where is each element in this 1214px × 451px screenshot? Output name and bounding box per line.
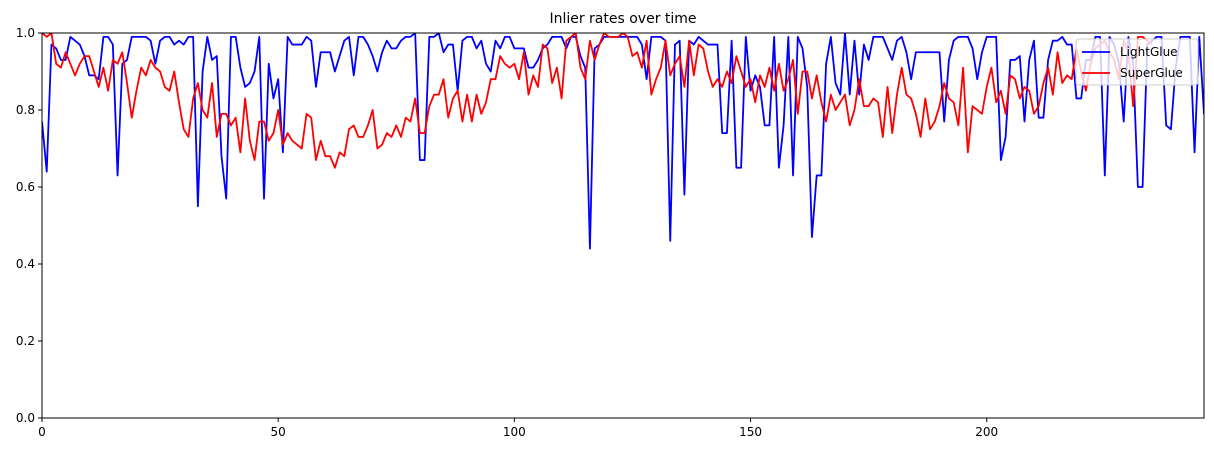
y-tick-label: 0.2 [16, 334, 35, 348]
x-axis: 0 50 100 150 200 [38, 418, 998, 439]
x-tick-label: 150 [739, 425, 762, 439]
legend-label-superglue: SuperGlue [1120, 66, 1183, 80]
x-tick-label: 50 [271, 425, 286, 439]
x-tick-label: 100 [503, 425, 526, 439]
y-tick-label: 0.8 [16, 103, 35, 117]
y-tick-label: 1.0 [16, 26, 35, 40]
y-tick-label: 0.4 [16, 257, 35, 271]
legend: LightGlue SuperGlue [1075, 38, 1199, 86]
y-axis: 0.0 0.2 0.4 0.6 0.8 1.0 [16, 26, 42, 425]
y-tick-label: 0.0 [16, 411, 35, 425]
plot-frame [41, 32, 1205, 419]
series-line-superglue [42, 33, 1153, 169]
legend-label-lightglue: LightGlue [1120, 45, 1178, 59]
plot-area [41, 32, 1205, 419]
chart-title: Inlier rates over time [549, 11, 696, 27]
y-tick-label: 0.6 [16, 180, 35, 194]
series-line-lightglue [42, 33, 1204, 250]
x-tick-label: 0 [38, 425, 46, 439]
x-tick-label: 200 [975, 425, 998, 439]
